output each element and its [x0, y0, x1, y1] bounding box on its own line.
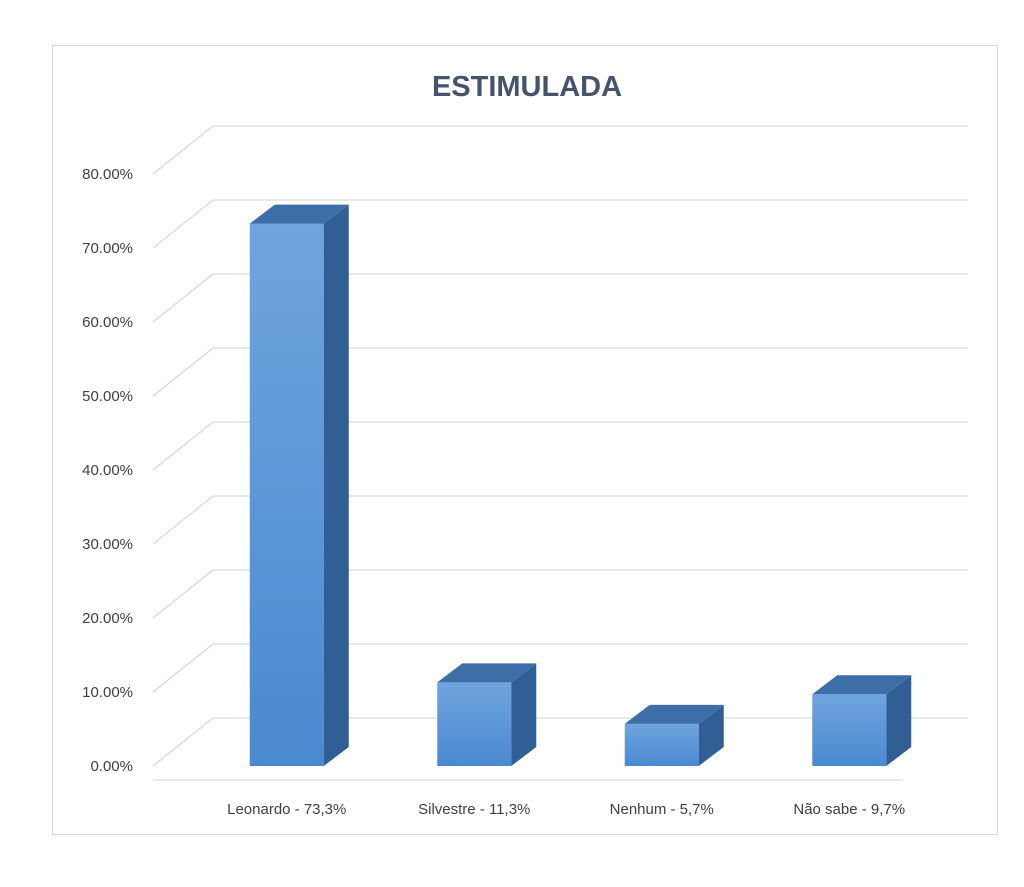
bar-side	[698, 704, 724, 766]
bar-3	[624, 704, 724, 766]
gridline-wall	[152, 717, 214, 767]
bar-top	[249, 204, 349, 224]
chart-title: ESTIMULADA	[432, 71, 622, 103]
y-axis-ticks: 0.00% 10.00% 20.00% 30.00% 40.00% 50.00% 60.00…	[82, 166, 133, 775]
bar-front	[624, 723, 699, 766]
x-category-label: Nenhum - 5,7%	[610, 801, 714, 818]
bar-4	[812, 675, 912, 766]
x-category-label: Não sabe - 9,7%	[793, 801, 905, 818]
gridline-wall	[152, 273, 214, 323]
gridline-wall	[152, 421, 214, 471]
bar-side	[886, 675, 912, 766]
x-axis-categories: Leonardo - 73,3% Silvestre - 11,3% Nenhum …	[227, 801, 905, 818]
bar-chart: ESTIMULADA 0.00% 10.00% 20.00% 30.00% 40.00%…	[82, 71, 968, 818]
bar-front	[812, 694, 887, 766]
bar-side	[511, 663, 537, 766]
y-tick-label: 0.00%	[90, 758, 133, 775]
bar-1	[249, 204, 349, 766]
gridline-wall	[152, 643, 214, 693]
x-category-label: Leonardo - 73,3%	[227, 801, 346, 818]
y-tick-label: 10.00%	[82, 684, 133, 701]
y-tick-label: 30.00%	[82, 536, 133, 553]
y-tick-label: 60.00%	[82, 314, 133, 331]
bar-top	[624, 704, 724, 724]
x-category-label: Silvestre - 11,3%	[418, 801, 530, 818]
bar-front	[437, 682, 512, 766]
bar-side	[323, 204, 349, 766]
y-tick-label: 40.00%	[82, 462, 133, 479]
y-tick-label: 20.00%	[82, 610, 133, 627]
y-tick-label: 80.00%	[82, 166, 133, 183]
bar-front	[249, 223, 324, 766]
bars	[249, 204, 912, 766]
bar-top	[437, 663, 537, 683]
bar-top	[812, 675, 912, 695]
chart-frame: ESTIMULADA 0.00% 10.00% 20.00% 30.00% 40.00%…	[52, 45, 998, 835]
gridline-wall	[152, 347, 214, 397]
gridline-wall	[152, 569, 214, 619]
gridline-wall	[152, 199, 214, 249]
y-tick-label: 70.00%	[82, 240, 133, 257]
y-tick-label: 50.00%	[82, 388, 133, 405]
bar-2	[437, 663, 537, 766]
gridline-wall	[152, 125, 214, 175]
gridline-wall	[152, 495, 214, 545]
